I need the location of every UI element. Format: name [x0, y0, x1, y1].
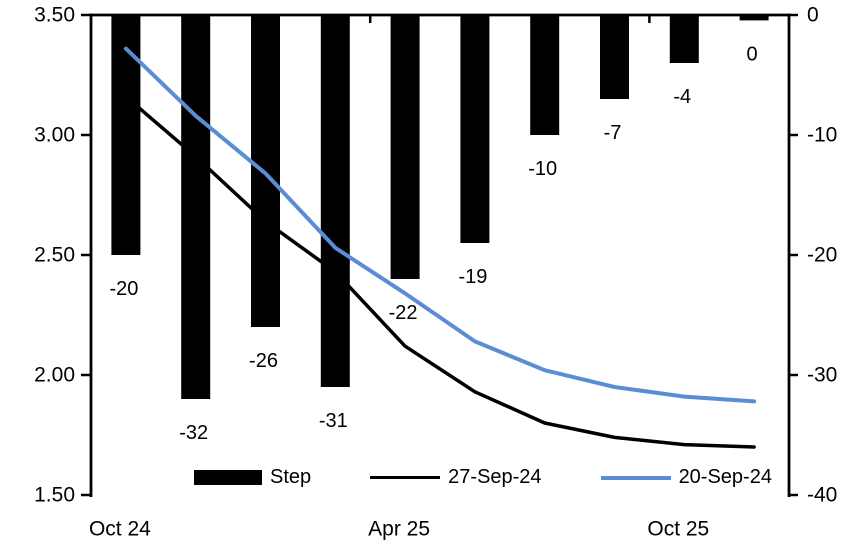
- x-axis-label: Oct 24: [89, 518, 151, 541]
- x-axis-label: Oct 25: [647, 518, 709, 541]
- legend-label-step: Step: [270, 466, 312, 488]
- line-27-Sep-24: [124, 94, 756, 449]
- bar: [111, 15, 141, 255]
- x-axis-label: Apr 25: [368, 518, 430, 541]
- right-axis-label: -30: [807, 364, 837, 387]
- bar: [181, 15, 211, 399]
- left-axis-label: 1.50: [34, 484, 75, 507]
- bar-swatch-icon: [194, 470, 262, 485]
- right-axis-label: -20: [807, 244, 837, 267]
- bar: [739, 15, 769, 21]
- bar-data-label: -26: [249, 350, 278, 372]
- bar: [460, 15, 490, 243]
- chart-legend: Step 27-Sep-24 20-Sep-24: [194, 466, 772, 489]
- legend-item-27-sep-24: 27-Sep-24: [370, 466, 542, 489]
- legend-label-20-sep-24: 20-Sep-24: [678, 466, 772, 488]
- bar-data-label: -4: [673, 86, 691, 108]
- bar-data-label: -10: [528, 158, 557, 180]
- legend-label-27-sep-24: 27-Sep-24: [448, 466, 542, 488]
- bar-data-label: -7: [604, 122, 622, 144]
- bar: [530, 15, 560, 135]
- left-axis-label: 2.00: [34, 364, 75, 387]
- bar-data-label: 0: [747, 43, 758, 65]
- bar: [600, 15, 629, 99]
- bar: [390, 15, 420, 279]
- right-axis-label: 0: [807, 4, 819, 27]
- bar: [320, 15, 350, 387]
- line-20-Sep-24: [123, 46, 757, 404]
- line-swatch-icon: [370, 476, 441, 479]
- bar-data-label: -19: [458, 266, 487, 288]
- left-axis-label: 2.50: [34, 244, 75, 267]
- bar: [669, 15, 699, 63]
- bar-data-label: -31: [319, 410, 348, 432]
- line-swatch-icon: [600, 475, 671, 480]
- legend-item-20-sep-24: 20-Sep-24: [600, 466, 772, 489]
- bar-data-label: -32: [179, 422, 208, 444]
- bar-data-label: -22: [389, 302, 418, 324]
- bar-data-label: -20: [109, 278, 138, 300]
- legend-item-step: Step: [194, 466, 311, 489]
- right-axis-label: -10: [807, 124, 837, 147]
- left-axis-label: 3.00: [34, 124, 75, 147]
- left-axis-label: 3.50: [34, 4, 75, 27]
- right-axis-label: -40: [807, 484, 837, 507]
